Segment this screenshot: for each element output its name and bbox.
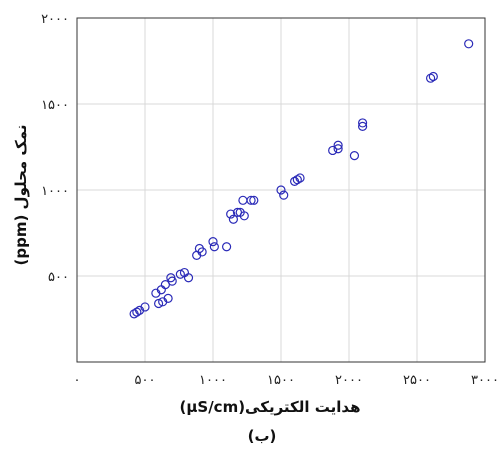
data-point bbox=[163, 293, 173, 303]
data-point bbox=[132, 307, 142, 317]
data-point bbox=[197, 247, 207, 257]
x-tick-labels: ۰ ۵۰۰ ۱۰۰۰ ۱۵۰۰ ۲۰۰۰ ۲۵۰۰ ۳۰۰۰ bbox=[74, 373, 499, 388]
data-point bbox=[249, 195, 259, 205]
data-point bbox=[228, 214, 238, 224]
data-point bbox=[358, 118, 368, 128]
data-point bbox=[349, 151, 360, 161]
y-tick-labels: ۵۰۰ ۱۰۰۰ ۱۵۰۰ ۲۰۰۰ bbox=[41, 12, 69, 285]
data-point bbox=[154, 298, 164, 309]
grid-lines bbox=[76, 17, 486, 362]
data-point bbox=[239, 211, 249, 221]
figure-caption: (ب) bbox=[248, 427, 277, 445]
data-point bbox=[328, 145, 338, 156]
data-points bbox=[129, 39, 474, 319]
data-point bbox=[209, 242, 219, 252]
data-point bbox=[246, 195, 256, 205]
data-point bbox=[238, 195, 248, 205]
data-point bbox=[208, 237, 218, 247]
data-point bbox=[183, 273, 194, 283]
x-tick-label: ۵۰۰ bbox=[135, 373, 156, 388]
data-point bbox=[333, 144, 343, 154]
y-axis-label: نمک محلول (ppm) bbox=[12, 125, 30, 266]
x-tick-label: ۰ bbox=[74, 373, 81, 388]
y-tick-label: ۲۰۰۰ bbox=[41, 12, 69, 27]
y-tick-label: ۱۵۰۰ bbox=[41, 98, 69, 113]
data-point bbox=[167, 276, 177, 286]
data-point bbox=[279, 190, 289, 200]
data-point bbox=[426, 73, 436, 83]
x-tick-label: ۱۵۰۰ bbox=[267, 373, 295, 388]
data-point bbox=[333, 140, 343, 150]
data-point bbox=[175, 269, 185, 279]
x-tick-label: ۲۰۰۰ bbox=[335, 373, 363, 388]
data-point bbox=[358, 121, 368, 131]
data-point bbox=[464, 39, 474, 49]
data-point bbox=[222, 242, 232, 252]
x-tick-label: ۳۰۰۰ bbox=[471, 373, 499, 388]
data-point bbox=[295, 173, 305, 183]
y-tick-label: ۱۰۰۰ bbox=[41, 184, 69, 199]
data-point bbox=[428, 71, 438, 82]
y-tick-label: ۵۰۰ bbox=[48, 270, 69, 285]
data-point bbox=[226, 209, 236, 219]
x-tick-label: ۱۰۰۰ bbox=[199, 373, 227, 388]
x-axis-label: هدایت الکتریکی(µS/cm) bbox=[180, 398, 361, 416]
x-tick-label: ۲۵۰۰ bbox=[403, 373, 431, 388]
data-point bbox=[292, 175, 302, 185]
data-point bbox=[276, 185, 286, 195]
data-point bbox=[140, 302, 150, 312]
plot-frame bbox=[76, 17, 486, 363]
